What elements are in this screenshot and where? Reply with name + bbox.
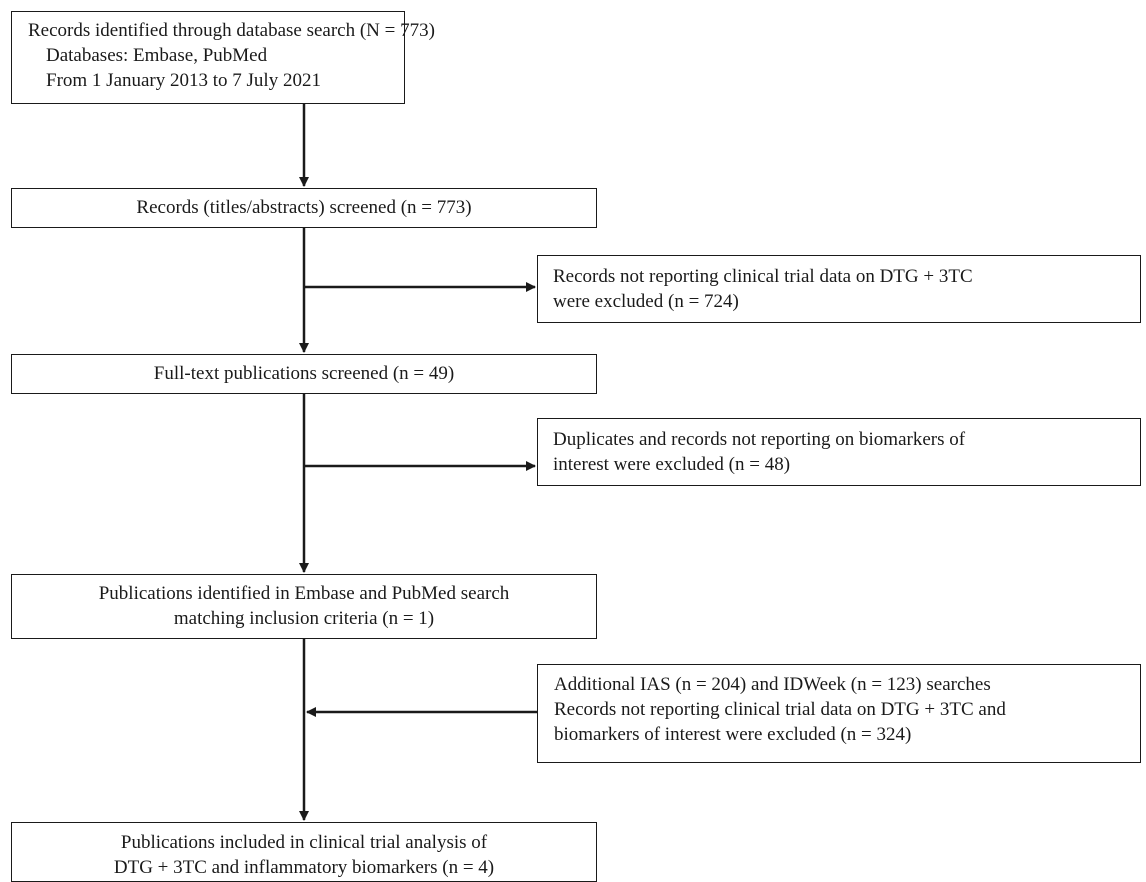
screened-box: Records (titles/abstracts) screened (n =… <box>11 188 597 228</box>
exclusion1-line-2: were excluded (n = 724) <box>553 291 739 312</box>
fulltext-line-1: Full-text publications screened (n = 49) <box>153 363 455 384</box>
identified-box: Publications identified in Embase and Pu… <box>11 574 597 639</box>
included-line-2: DTG + 3TC and inflammatory biomarkers (n… <box>113 857 495 878</box>
search-line-1: Records identified through database sear… <box>28 20 435 41</box>
additional-search-box: Additional IAS (n = 204) and IDWeek (n =… <box>537 664 1141 763</box>
search-line-2: Databases: Embase, PubMed <box>46 45 268 66</box>
exclusion2-line-2: interest were excluded (n = 48) <box>553 454 791 475</box>
included-line-1: Publications included in clinical trial … <box>120 832 488 853</box>
screened-line-1: Records (titles/abstracts) screened (n =… <box>136 197 472 218</box>
exclusion-box-1: Records not reporting clinical trial dat… <box>537 255 1141 323</box>
additional-line-3: biomarkers of interest were excluded (n … <box>554 724 912 745</box>
identified-line-1: Publications identified in Embase and Pu… <box>98 583 510 604</box>
fulltext-box: Full-text publications screened (n = 49) <box>11 354 597 394</box>
exclusion2-line-1: Duplicates and records not reporting on … <box>553 429 966 450</box>
exclusion1-line-1: Records not reporting clinical trial dat… <box>553 266 973 287</box>
identified-line-2: matching inclusion criteria (n = 1) <box>173 608 435 629</box>
exclusion-box-2: Duplicates and records not reporting on … <box>537 418 1141 486</box>
search-box: Records identified through database sear… <box>11 11 435 104</box>
additional-line-1: Additional IAS (n = 204) and IDWeek (n =… <box>554 674 991 695</box>
additional-line-2: Records not reporting clinical trial dat… <box>554 699 1006 720</box>
search-line-3: From 1 January 2013 to 7 July 2021 <box>46 70 321 91</box>
included-box: Publications included in clinical trial … <box>11 822 597 882</box>
